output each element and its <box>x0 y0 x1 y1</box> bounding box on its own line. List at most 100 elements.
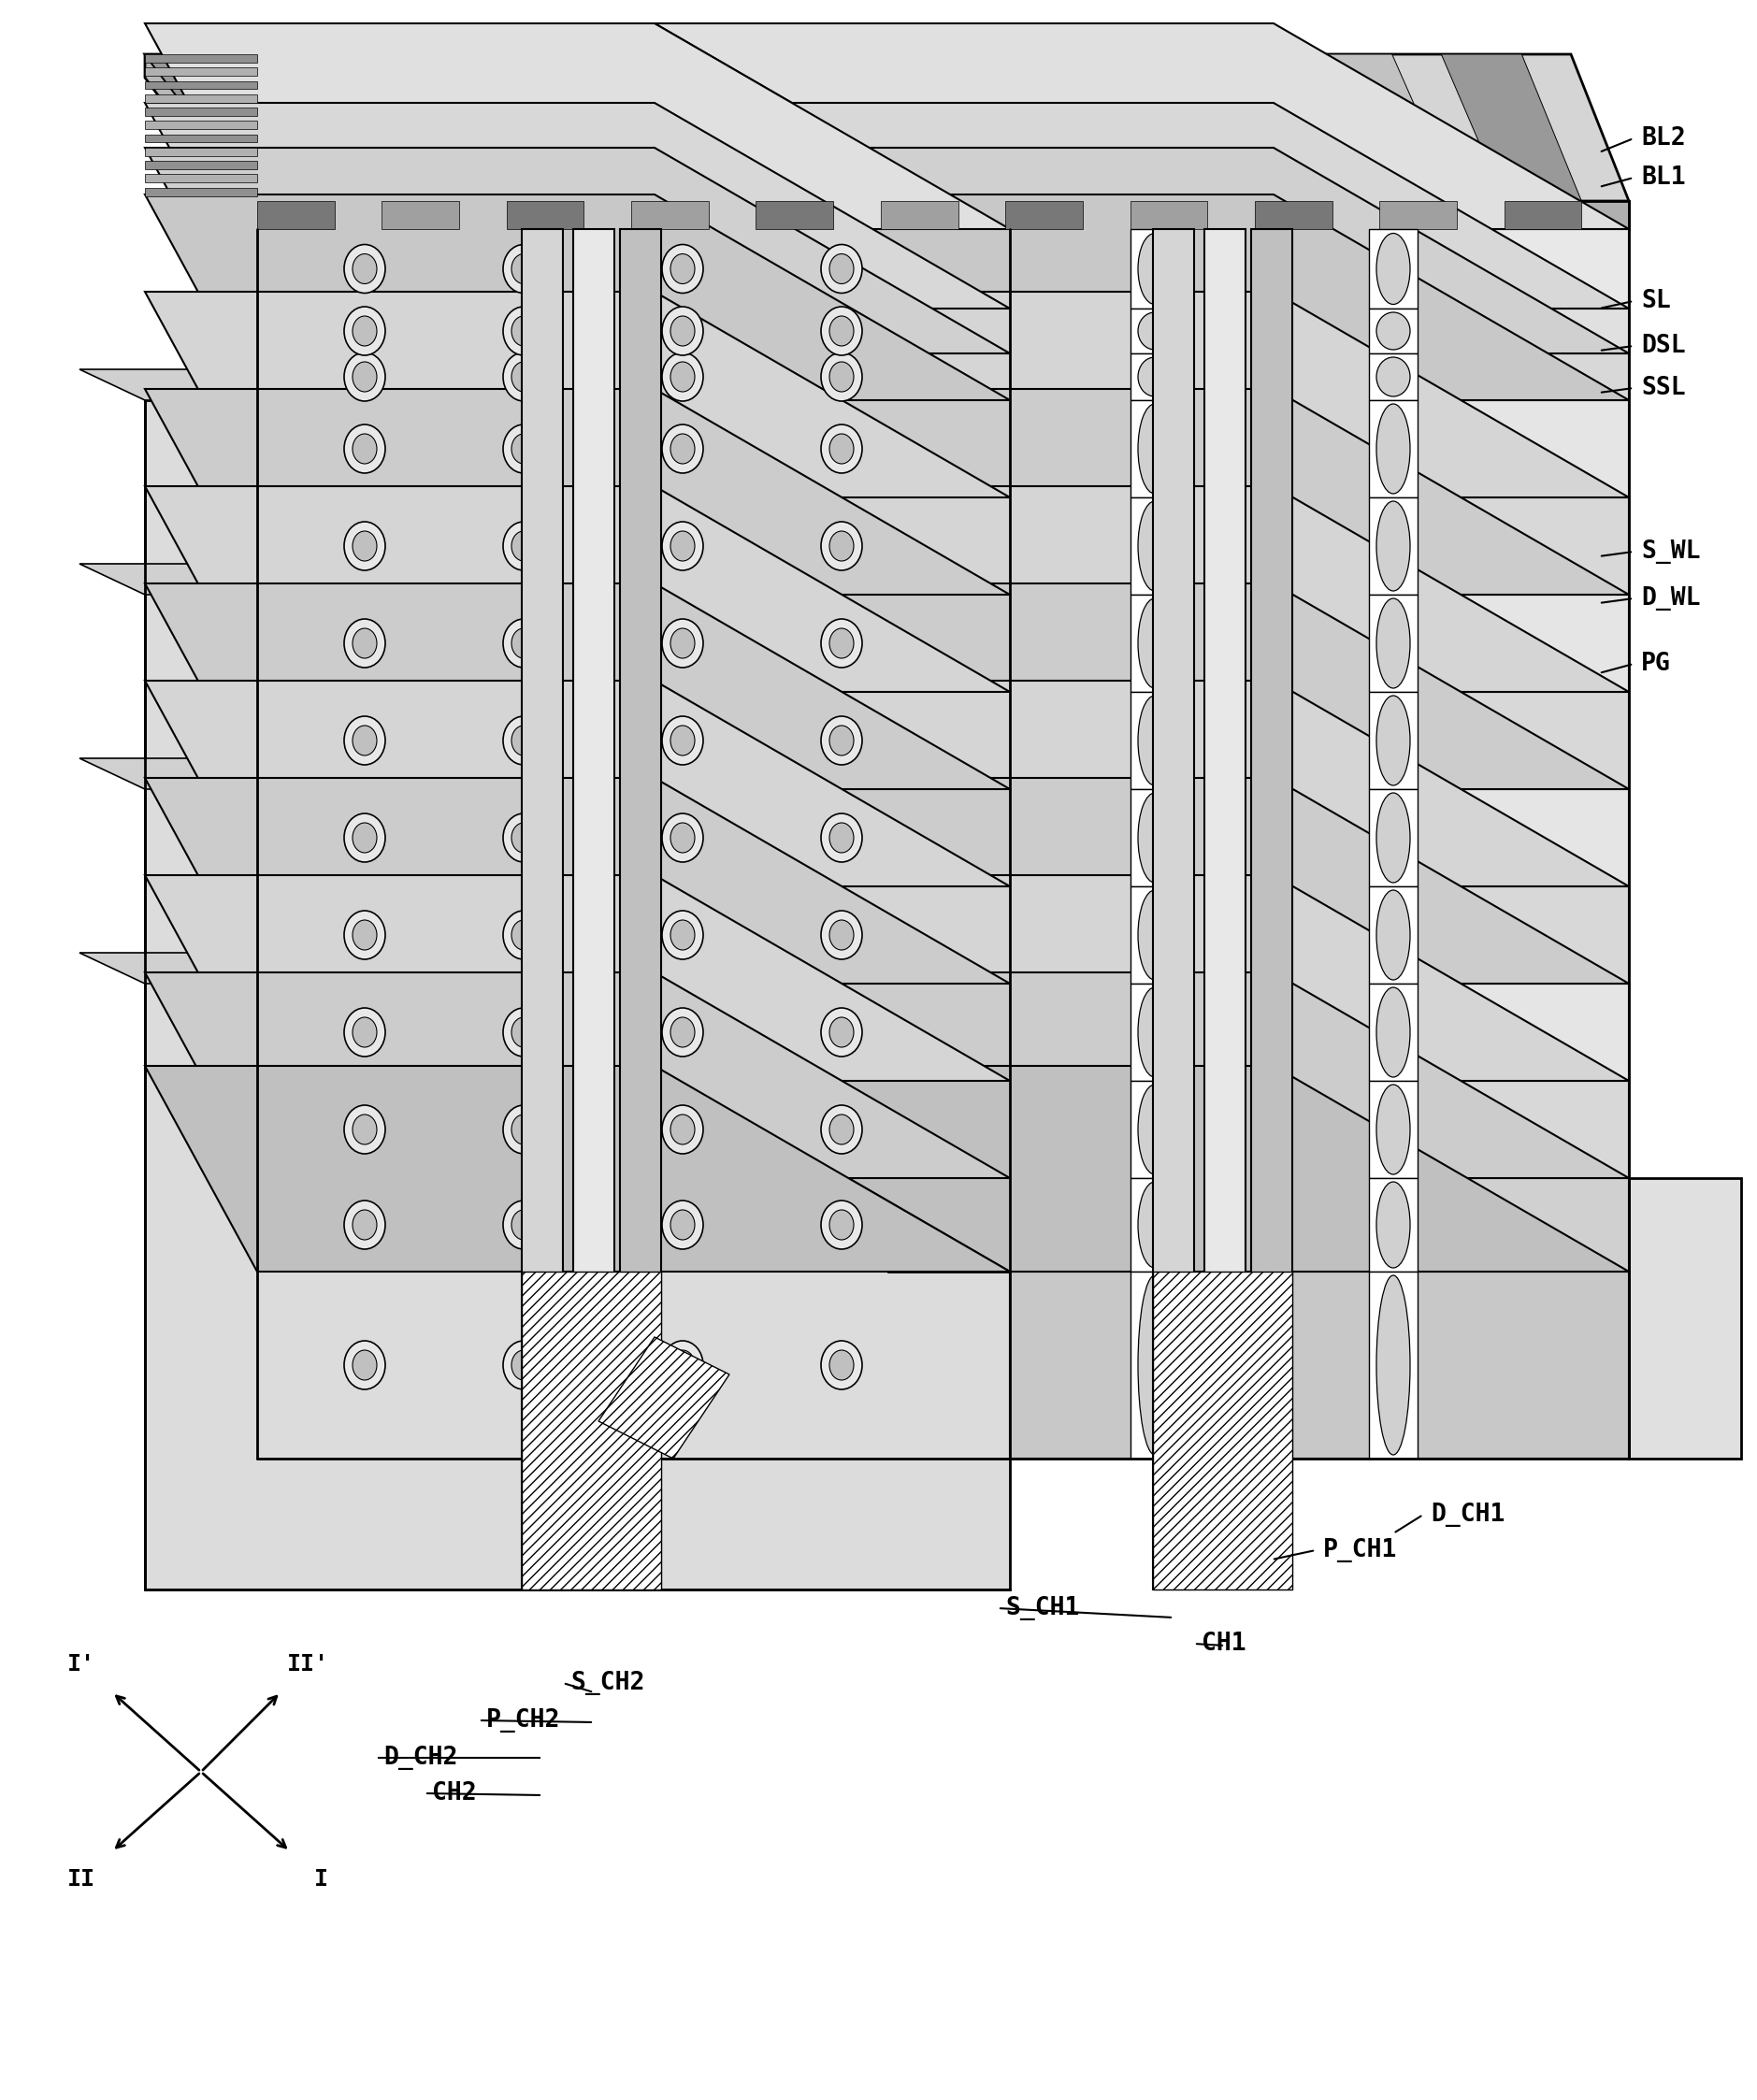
Polygon shape <box>620 229 661 1590</box>
Polygon shape <box>655 1067 1629 1273</box>
Polygon shape <box>573 229 615 1590</box>
Ellipse shape <box>344 424 385 472</box>
Ellipse shape <box>344 1201 385 1250</box>
Polygon shape <box>655 23 1629 229</box>
Polygon shape <box>144 162 257 170</box>
Ellipse shape <box>511 254 536 284</box>
Ellipse shape <box>511 435 536 464</box>
Ellipse shape <box>353 920 376 949</box>
Ellipse shape <box>344 1340 385 1390</box>
Text: DSL: DSL <box>1641 334 1685 359</box>
Polygon shape <box>1010 594 1629 691</box>
Polygon shape <box>257 353 1010 401</box>
Polygon shape <box>257 594 1010 691</box>
Ellipse shape <box>662 1340 703 1390</box>
Polygon shape <box>144 82 257 88</box>
Ellipse shape <box>671 361 694 393</box>
Ellipse shape <box>821 1340 863 1390</box>
Text: I: I <box>315 1867 329 1890</box>
Polygon shape <box>1254 202 1332 229</box>
Ellipse shape <box>829 1210 854 1239</box>
Polygon shape <box>144 55 257 63</box>
Ellipse shape <box>662 307 703 355</box>
Polygon shape <box>1369 594 1418 691</box>
Ellipse shape <box>671 435 694 464</box>
Polygon shape <box>1369 1273 1418 1460</box>
Polygon shape <box>1130 1082 1179 1178</box>
Polygon shape <box>1130 1178 1179 1273</box>
Polygon shape <box>1369 309 1418 353</box>
Ellipse shape <box>503 1105 545 1153</box>
Polygon shape <box>655 195 1629 401</box>
Ellipse shape <box>821 716 863 764</box>
Ellipse shape <box>503 911 545 960</box>
Ellipse shape <box>353 1016 376 1048</box>
Ellipse shape <box>353 531 376 561</box>
Ellipse shape <box>662 1201 703 1250</box>
Polygon shape <box>1130 498 1179 594</box>
Ellipse shape <box>353 727 376 756</box>
Text: D_CH2: D_CH2 <box>383 1745 457 1770</box>
Polygon shape <box>144 55 257 229</box>
Ellipse shape <box>829 315 854 346</box>
Polygon shape <box>1130 1273 1179 1460</box>
Ellipse shape <box>511 920 536 949</box>
Polygon shape <box>1369 353 1418 401</box>
Polygon shape <box>144 195 1010 401</box>
Polygon shape <box>1010 691 1629 790</box>
Ellipse shape <box>821 813 863 863</box>
Ellipse shape <box>671 628 694 657</box>
Polygon shape <box>1441 55 1581 202</box>
Ellipse shape <box>1139 403 1172 493</box>
Polygon shape <box>792 55 958 202</box>
Ellipse shape <box>662 911 703 960</box>
Polygon shape <box>1369 983 1418 1082</box>
Text: CH2: CH2 <box>432 1781 476 1806</box>
Polygon shape <box>1130 594 1179 691</box>
Ellipse shape <box>671 531 694 561</box>
Polygon shape <box>144 1067 1010 1273</box>
Ellipse shape <box>662 353 703 401</box>
Ellipse shape <box>1139 357 1172 397</box>
Polygon shape <box>257 1178 1010 1273</box>
Polygon shape <box>381 202 459 229</box>
Ellipse shape <box>821 424 863 472</box>
Polygon shape <box>144 680 1010 886</box>
Ellipse shape <box>821 307 863 355</box>
Ellipse shape <box>344 307 385 355</box>
Ellipse shape <box>671 727 694 756</box>
Polygon shape <box>1130 790 1179 886</box>
Ellipse shape <box>1139 890 1172 981</box>
Ellipse shape <box>353 254 376 284</box>
Ellipse shape <box>503 716 545 764</box>
Ellipse shape <box>503 1008 545 1056</box>
Ellipse shape <box>829 1350 854 1380</box>
Polygon shape <box>655 487 1629 691</box>
Polygon shape <box>664 55 833 202</box>
Ellipse shape <box>1376 1084 1411 1174</box>
Ellipse shape <box>1139 794 1172 882</box>
Polygon shape <box>1130 983 1179 1082</box>
Polygon shape <box>257 790 1010 886</box>
Polygon shape <box>257 983 1010 1082</box>
Ellipse shape <box>1376 313 1411 351</box>
Polygon shape <box>631 202 708 229</box>
Text: D_WL: D_WL <box>1641 586 1701 611</box>
Text: S_CH1: S_CH1 <box>1005 1596 1079 1621</box>
Ellipse shape <box>662 1105 703 1153</box>
Ellipse shape <box>821 619 863 668</box>
Text: P_CH1: P_CH1 <box>1323 1537 1397 1562</box>
Ellipse shape <box>662 424 703 472</box>
Polygon shape <box>1010 1273 1629 1460</box>
Polygon shape <box>1010 1178 1629 1273</box>
Ellipse shape <box>503 521 545 571</box>
Polygon shape <box>144 67 257 76</box>
Ellipse shape <box>1376 598 1411 689</box>
Polygon shape <box>257 229 1010 1460</box>
Polygon shape <box>257 1273 1010 1460</box>
Ellipse shape <box>353 315 376 346</box>
Text: S_CH2: S_CH2 <box>571 1672 645 1695</box>
Ellipse shape <box>503 353 545 401</box>
Polygon shape <box>1369 1178 1418 1273</box>
Polygon shape <box>1052 55 1207 202</box>
